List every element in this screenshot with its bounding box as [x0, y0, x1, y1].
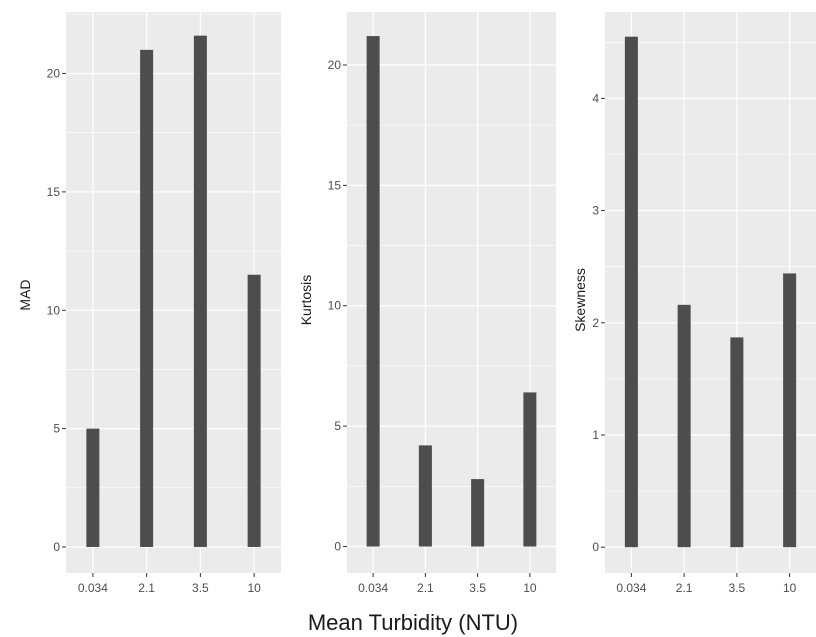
bar-3.5	[730, 337, 744, 548]
bar-2.1	[140, 49, 154, 547]
bar-10	[247, 274, 261, 547]
bar-0.034	[624, 36, 638, 548]
bar-10	[523, 392, 537, 547]
y-tick-label: 0	[334, 540, 341, 554]
bar-0.034	[86, 428, 100, 547]
y-axis-title: Kurtosis	[298, 275, 314, 326]
x-tick-label: 3.5	[729, 581, 746, 595]
x-tick-label: 10	[247, 581, 261, 595]
y-tick-label: 2	[592, 316, 599, 330]
panel-background	[605, 12, 816, 573]
x-tick-label: 0.034	[78, 581, 108, 595]
y-tick-label: 15	[328, 178, 342, 192]
x-tick-label: 2.1	[676, 581, 693, 595]
bar-3.5	[193, 35, 207, 547]
bar-2.1	[418, 445, 432, 547]
bar-10	[783, 273, 797, 548]
bar-0.034	[366, 36, 380, 547]
x-tick-label: 0.034	[616, 581, 646, 595]
y-tick-label: 5	[53, 422, 60, 436]
chart-panel-1: 0 5 10 15 20 0.034 2.1 3.5 10 MAD	[17, 12, 281, 595]
x-tick-label: 10	[783, 581, 797, 595]
shared-x-axis-title: Mean Turbidity (NTU)	[308, 610, 518, 635]
y-tick-label: 1	[592, 428, 599, 442]
bar-2.1	[677, 304, 691, 548]
x-tick-label: 3.5	[469, 581, 486, 595]
y-tick-label: 4	[592, 91, 599, 105]
y-tick-label: 10	[328, 299, 342, 313]
y-tick-label: 5	[334, 419, 341, 433]
y-tick-label: 10	[47, 303, 61, 317]
chart-panel-3: 0 1 2 3 4 0.034 2.1 3.5 10 Skewness	[572, 12, 816, 595]
panel-background	[347, 12, 556, 573]
y-tick-label: 3	[592, 204, 599, 218]
y-tick-label: 0	[53, 540, 60, 554]
y-tick-label: 20	[47, 67, 61, 81]
x-tick-label: 2.1	[138, 581, 155, 595]
chart-panel-2: 0 5 10 15 20 0.034 2.1 3.5 10 Kurtosis	[298, 12, 556, 595]
x-tick-label: 2.1	[417, 581, 434, 595]
y-tick-label: 0	[592, 540, 599, 554]
panel-background	[66, 12, 281, 573]
y-axis-title: MAD	[17, 279, 33, 310]
x-tick-label: 3.5	[192, 581, 209, 595]
bar-3.5	[471, 479, 485, 547]
x-tick-label: 10	[523, 581, 537, 595]
y-axis-title: Skewness	[572, 268, 588, 332]
y-tick-label: 15	[47, 185, 61, 199]
x-tick-label: 0.034	[358, 581, 388, 595]
y-tick-label: 20	[328, 58, 342, 72]
